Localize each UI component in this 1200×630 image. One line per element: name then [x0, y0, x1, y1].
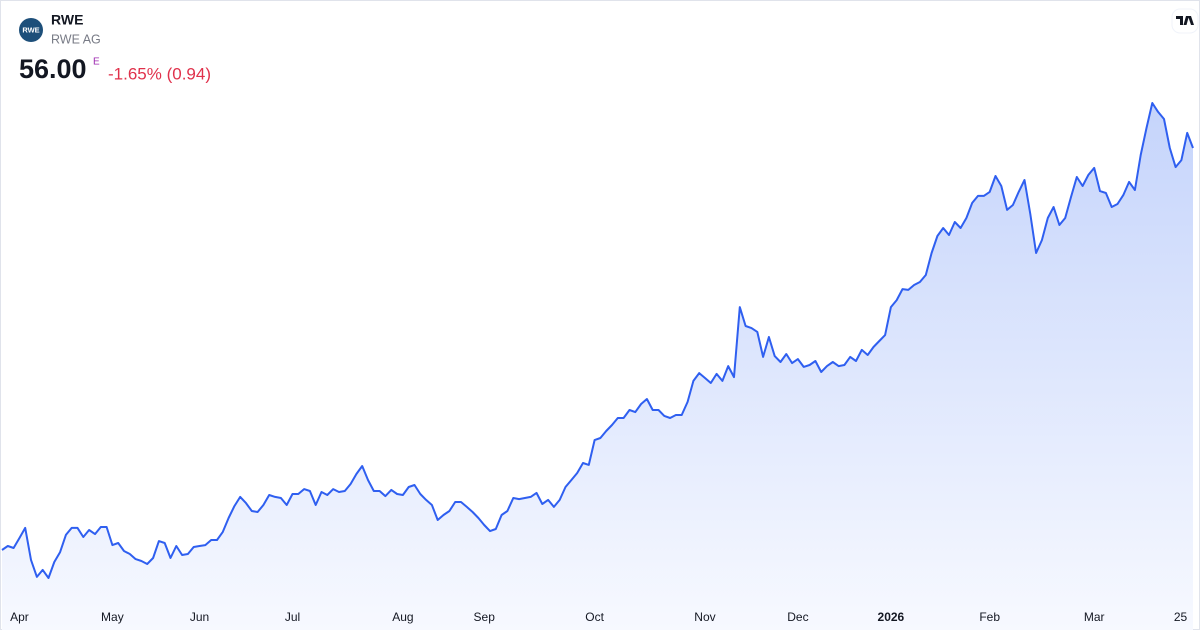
x-tick-label: Oct: [585, 610, 604, 624]
logo: [19, 18, 43, 42]
x-tick-label: Sep: [474, 610, 496, 624]
x-tick-label: Mar: [1084, 610, 1105, 624]
x-tick-label: Feb: [979, 610, 1000, 624]
price: 56.00: [19, 54, 87, 84]
x-tick-label: May: [101, 610, 124, 624]
logo-text: RWE: [22, 25, 39, 34]
price-line: [1, 102, 1194, 579]
x-tick-label: 25: [1174, 610, 1188, 624]
x-tick-label: Dec: [787, 610, 808, 624]
x-tick-label: Aug: [392, 610, 413, 624]
x-tick-label: Nov: [694, 610, 715, 624]
x-tick-label: 2026: [878, 610, 905, 624]
plot-area: [1, 102, 1194, 630]
price-flag: E: [93, 57, 100, 68]
symbol: RWE: [51, 12, 83, 28]
x-tick-label: Jul: [285, 610, 300, 624]
company-name: RWE AG: [51, 32, 101, 46]
x-tick-label: Apr: [10, 610, 29, 624]
x-tick-label: Jun: [190, 610, 209, 624]
tv-logo[interactable]: [1171, 8, 1199, 34]
area-fill: [2, 103, 1193, 630]
price-change: -1.65% (0.94): [108, 64, 211, 83]
